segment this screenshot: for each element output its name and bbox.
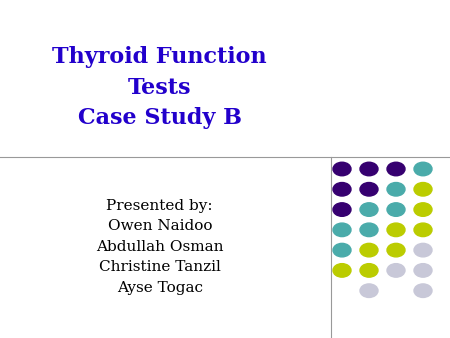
Circle shape bbox=[414, 243, 432, 257]
Circle shape bbox=[333, 243, 351, 257]
Text: Thyroid Function
Tests
Case Study B: Thyroid Function Tests Case Study B bbox=[53, 46, 267, 129]
Circle shape bbox=[333, 223, 351, 237]
Circle shape bbox=[360, 264, 378, 277]
Circle shape bbox=[360, 183, 378, 196]
Circle shape bbox=[333, 183, 351, 196]
Circle shape bbox=[387, 203, 405, 216]
Text: Presented by:
Owen Naidoo
Abdullah Osman
Christine Tanzil
Ayse Togac: Presented by: Owen Naidoo Abdullah Osman… bbox=[96, 198, 224, 295]
Circle shape bbox=[360, 223, 378, 237]
Circle shape bbox=[414, 264, 432, 277]
Circle shape bbox=[360, 284, 378, 297]
Circle shape bbox=[387, 223, 405, 237]
Circle shape bbox=[387, 162, 405, 176]
Circle shape bbox=[333, 264, 351, 277]
Circle shape bbox=[360, 243, 378, 257]
Circle shape bbox=[333, 162, 351, 176]
Circle shape bbox=[414, 223, 432, 237]
Circle shape bbox=[414, 162, 432, 176]
Circle shape bbox=[414, 183, 432, 196]
Circle shape bbox=[414, 284, 432, 297]
Circle shape bbox=[387, 243, 405, 257]
Circle shape bbox=[360, 162, 378, 176]
Circle shape bbox=[387, 264, 405, 277]
Circle shape bbox=[387, 183, 405, 196]
Circle shape bbox=[333, 203, 351, 216]
Circle shape bbox=[360, 203, 378, 216]
Circle shape bbox=[414, 203, 432, 216]
